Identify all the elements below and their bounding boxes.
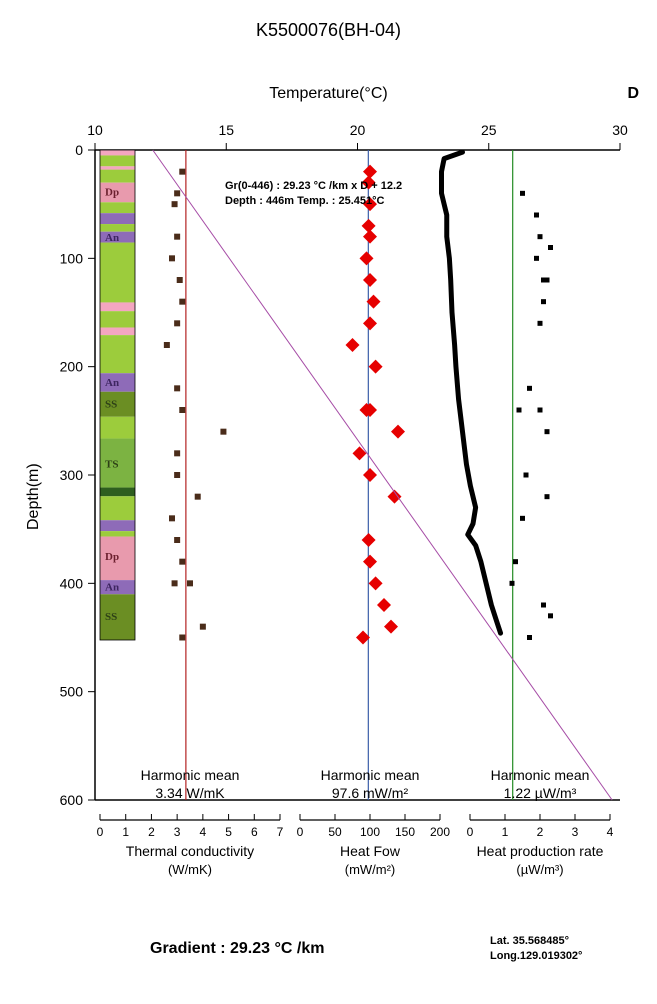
svg-text:150: 150: [395, 825, 415, 839]
svg-text:TS: TS: [105, 459, 118, 471]
svg-text:Heat production rate: Heat production rate: [477, 843, 604, 859]
svg-text:0: 0: [75, 142, 83, 158]
svg-text:0: 0: [297, 825, 304, 839]
svg-text:15: 15: [218, 122, 234, 138]
svg-text:300: 300: [60, 467, 84, 483]
footer-lat: Lat. 35.568485°: [490, 935, 569, 947]
svg-text:(µW/m³): (µW/m³): [516, 862, 563, 877]
svg-text:An: An: [105, 377, 119, 389]
svg-text:600: 600: [60, 792, 84, 808]
footer-gradient: Gradient : 29.23 °C /km: [150, 940, 324, 958]
svg-text:1.22 µW/m³: 1.22 µW/m³: [504, 785, 577, 801]
svg-text:3: 3: [572, 825, 579, 839]
svg-text:0: 0: [467, 825, 474, 839]
svg-text:20: 20: [350, 122, 366, 138]
svg-text:10: 10: [87, 122, 103, 138]
svg-text:200: 200: [430, 825, 450, 839]
svg-text:Heat Fow: Heat Fow: [340, 843, 401, 859]
svg-text:100: 100: [360, 825, 380, 839]
svg-text:3: 3: [174, 825, 181, 839]
svg-text:50: 50: [328, 825, 342, 839]
svg-text:1: 1: [122, 825, 129, 839]
svg-text:Harmonic mean: Harmonic mean: [141, 767, 240, 783]
svg-text:6: 6: [251, 825, 258, 839]
svg-text:1: 1: [502, 825, 509, 839]
gradient-annotation-line1: Gr(0-446) : 29.23 °C /km x D + 12.2: [225, 180, 402, 192]
svg-text:500: 500: [60, 684, 84, 700]
svg-text:200: 200: [60, 359, 84, 375]
svg-text:(W/mK): (W/mK): [168, 862, 212, 877]
footer-long: Long.129.019302°: [490, 950, 582, 962]
gradient-annotation-line2: Depth : 446m Temp. : 25.451°C: [225, 195, 384, 207]
svg-text:7: 7: [277, 825, 284, 839]
svg-text:(mW/m²): (mW/m²): [345, 862, 396, 877]
svg-text:Harmonic mean: Harmonic mean: [491, 767, 590, 783]
svg-text:97.6 mW/m²: 97.6 mW/m²: [332, 785, 409, 801]
svg-text:4: 4: [607, 825, 614, 839]
svg-text:2: 2: [148, 825, 155, 839]
svg-text:Thermal conductivity: Thermal conductivity: [126, 843, 254, 859]
svg-text:An: An: [105, 582, 119, 594]
svg-text:Dp: Dp: [105, 551, 119, 563]
svg-text:SS: SS: [105, 611, 117, 623]
svg-text:Dp: Dp: [105, 186, 119, 198]
svg-text:400: 400: [60, 575, 84, 591]
svg-text:3.34 W/mK: 3.34 W/mK: [155, 785, 225, 801]
svg-text:30: 30: [612, 122, 628, 138]
svg-text:0: 0: [97, 825, 104, 839]
svg-text:4: 4: [200, 825, 207, 839]
svg-text:100: 100: [60, 250, 84, 266]
svg-text:SS: SS: [105, 399, 117, 411]
svg-text:2: 2: [537, 825, 544, 839]
svg-text:Harmonic mean: Harmonic mean: [321, 767, 420, 783]
svg-text:5: 5: [225, 825, 232, 839]
svg-text:25: 25: [481, 122, 497, 138]
chart-canvas: 10152025300100200300400500600DpAnAnSSTSD…: [0, 0, 657, 1004]
svg-text:An: An: [105, 232, 119, 244]
